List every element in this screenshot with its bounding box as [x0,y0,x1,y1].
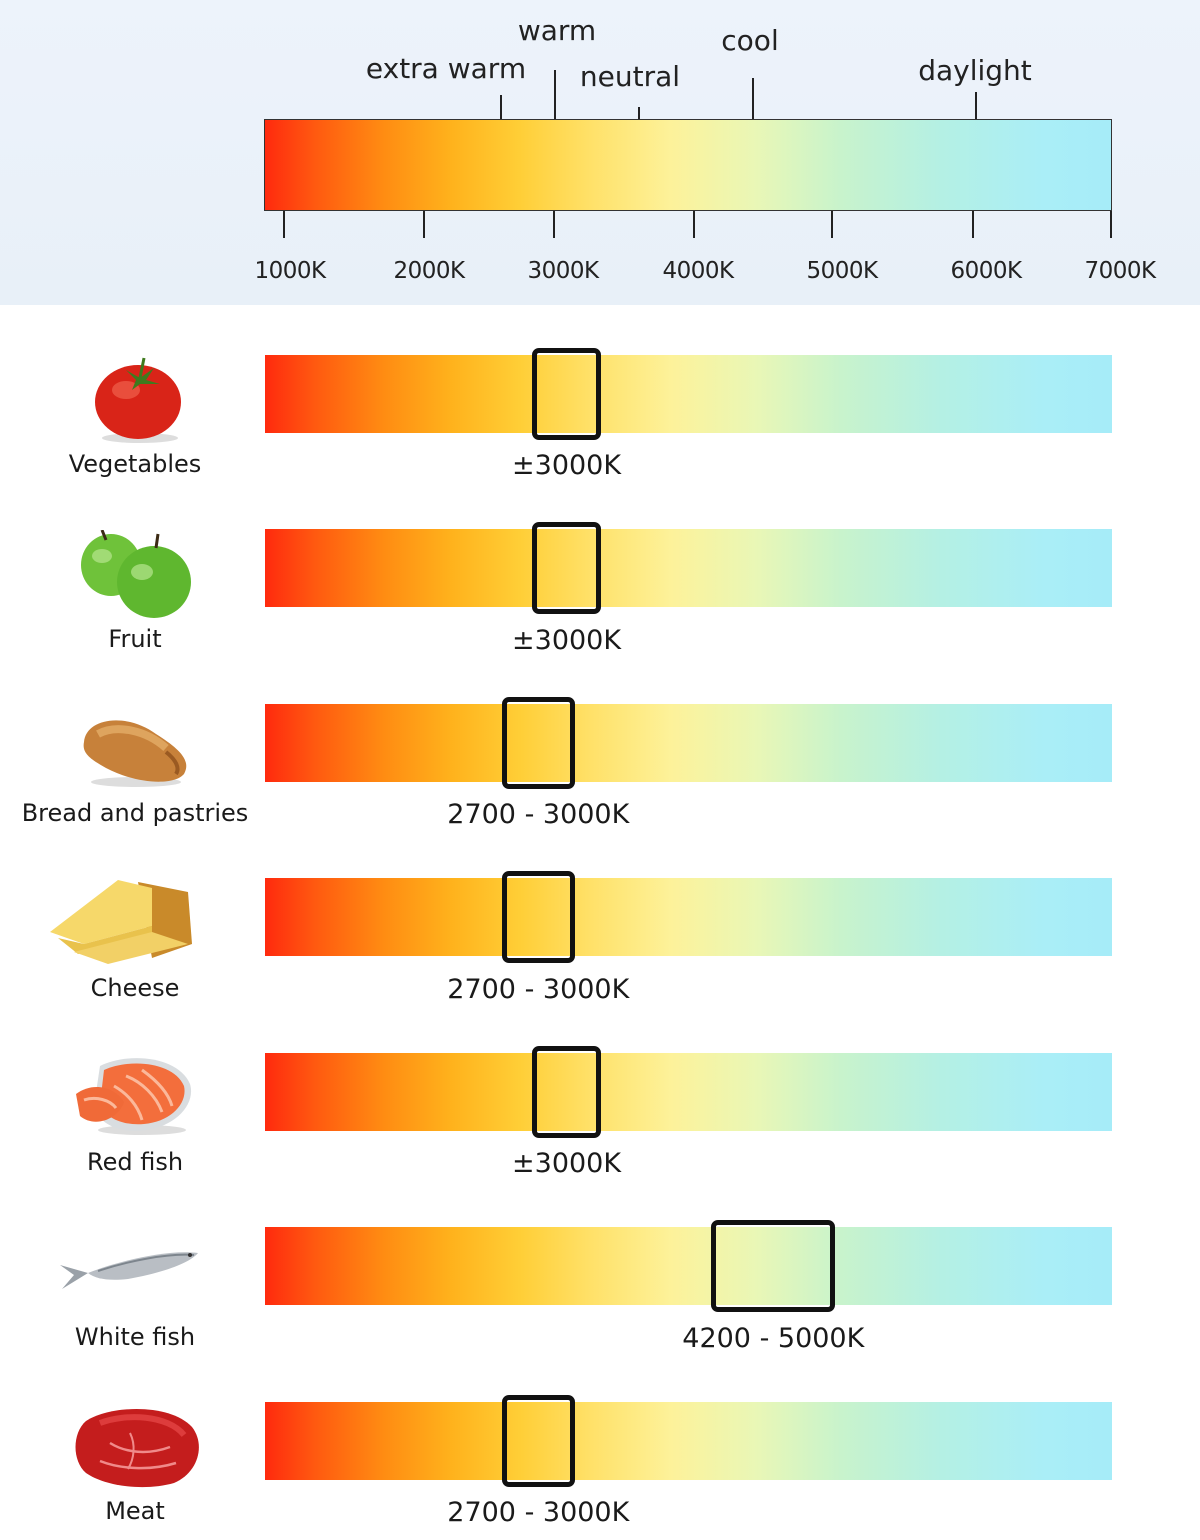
food-label-meat: Meat [105,1497,165,1525]
scale-label-5000k: 5000K [806,258,878,284]
range-label-white-fish: 4200 - 5000K [682,1323,865,1354]
color-temperature-bar-meat [265,1402,1112,1480]
zone-label-warm: warm [517,14,597,47]
range-marker-red-fish [532,1046,601,1138]
range-marker-meat [501,1395,575,1487]
range-label-red-fish: ±3000K [512,1148,622,1179]
zone-tick-extra-warm [500,95,502,119]
food-label-fruit: Fruit [108,625,162,653]
zone-tick-warm [554,70,556,119]
scale-label-1000k: 1000K [254,258,326,284]
food-label-cheese: Cheese [90,974,180,1002]
cheese-icon [50,880,192,964]
range-label-vegetables: ±3000K [512,450,622,481]
bread-icon [83,720,187,787]
scale-label-7000k: 7000K [1084,258,1156,284]
scale-label-4000k: 4000K [662,258,734,284]
scale-tick-6000k [972,211,974,238]
range-label-fruit: ±3000K [512,625,622,656]
scale-tick-5000k [831,211,833,238]
scale-tick-2000k [423,211,425,238]
range-label-bread-and-pastries: 2700 - 3000K [447,799,630,830]
color-temperature-bar-vegetables [265,355,1112,433]
scale-tick-4000k [693,211,695,238]
zone-label-cool: cool [721,24,779,57]
range-marker-vegetables [532,348,601,440]
scale-label-2000k: 2000K [393,258,465,284]
tomato-icon [95,357,181,443]
scale-tick-1000k [283,211,285,238]
range-marker-bread-and-pastries [501,697,575,789]
zone-tick-neutral [638,107,640,119]
food-label-red-fish: Red fish [86,1148,184,1176]
zone-label-extra-warm: extra warm [365,52,527,85]
range-label-cheese: 2700 - 3000K [447,974,630,1005]
color-temperature-bar-white-fish [265,1227,1112,1305]
color-temperature-bar-red-fish [265,1053,1112,1131]
scale-label-3000k: 3000K [527,258,599,284]
steak-icon [75,1408,199,1488]
salmon-icon [76,1058,192,1135]
scale-tick-7000k [1110,211,1112,238]
color-temperature-bar-cheese [265,878,1112,956]
color-temperature-bar-fruit [265,529,1112,607]
food-label-bread-and-pastries: Bread and pastries [21,799,249,827]
color-temperature-bar-bread-and-pastries [265,704,1112,782]
apples-icon [81,530,191,618]
zone-label-daylight: daylight [918,54,1032,87]
zone-tick-daylight [975,92,977,119]
range-marker-cheese [501,871,575,963]
range-marker-white-fish [711,1220,836,1312]
zone-label-neutral: neutral [579,60,681,93]
range-label-meat: 2700 - 3000K [447,1497,630,1528]
color-temperature-scale-bar [264,119,1112,211]
scale-tick-3000k [553,211,555,238]
range-marker-fruit [532,522,601,614]
scale-label-6000k: 6000K [950,258,1022,284]
food-label-white-fish: White fish [74,1323,196,1351]
zone-tick-cool [752,78,754,119]
fish-icon [60,1252,198,1289]
food-label-vegetables: Vegetables [68,450,202,478]
